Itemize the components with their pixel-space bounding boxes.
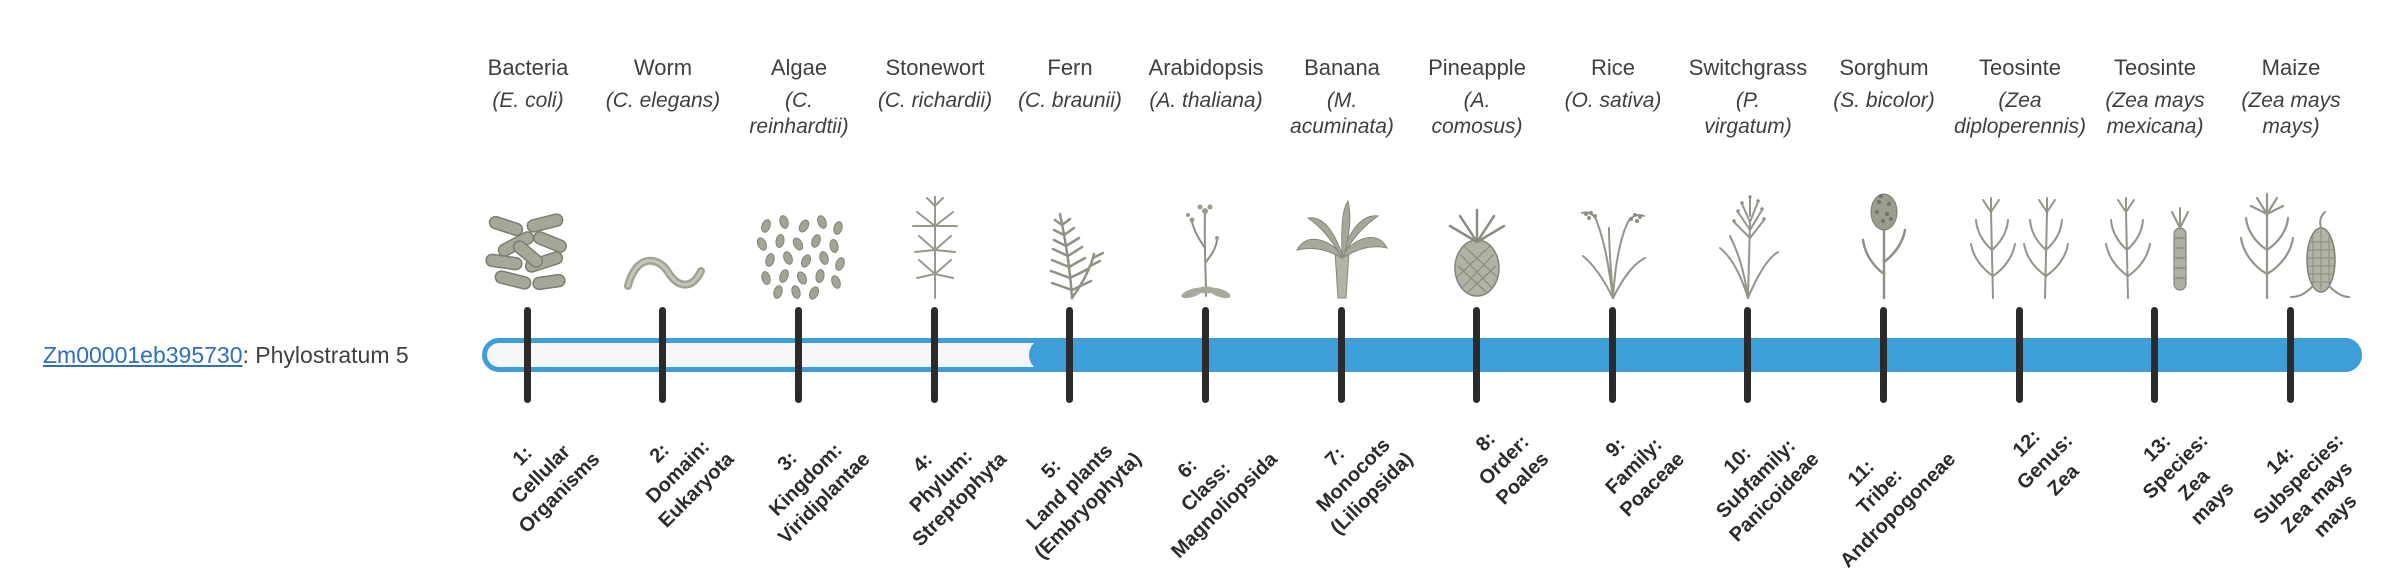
organism-name: Arabidopsis: [1148, 55, 1264, 80]
stratum-label-4: 4: Phylum: Streptophyta: [905, 445, 1011, 551]
organism-column-sorghum: Sorghum (S. bicolor): [1809, 55, 1959, 300]
maize-icon: [2231, 188, 2351, 300]
organism-column-switchgrass: Switchgrass (P. virgatum): [1673, 55, 1823, 300]
organism-name: Algae: [770, 55, 828, 80]
phylostratum-tick-9: [1609, 307, 1616, 403]
gene-link[interactable]: Zm00001eb395730: [43, 342, 243, 368]
teosinte-diploperennis-icon: [1961, 194, 2079, 300]
organism-name: Bacteria: [487, 55, 569, 80]
organism-name: Teosinte: [1979, 55, 2061, 80]
organism-scientific-name: (C. reinhardtii): [749, 89, 849, 138]
organism-scientific-name: (Zea mays mays): [2241, 89, 2341, 138]
stonewort-icon: [903, 196, 967, 300]
organism-scientific-name: (O. sativa): [1564, 89, 1662, 112]
phylostratum-tick-3: [795, 307, 802, 403]
organism-column-fern: Fern (C. braunii): [995, 55, 1145, 300]
organism-scientific-name: (A. thaliana): [1149, 89, 1263, 112]
fern-icon: [1024, 204, 1116, 300]
phylostratum-tick-7: [1338, 307, 1345, 403]
switchgrass-icon: [1700, 194, 1796, 300]
organism-name: Banana: [1304, 55, 1380, 80]
organism-column-rice: Rice (O. sativa): [1538, 55, 1688, 300]
organism-name: Switchgrass: [1688, 55, 1808, 80]
organism-column-stonewort: Stonewort (C. richardii): [860, 55, 1010, 300]
organism-name: Worm: [633, 55, 693, 80]
algae-icon: [752, 214, 847, 300]
stratum-label-7: 7: Monocots (Liliopsida): [1312, 434, 1418, 540]
phylostratum-tick-13: [2151, 307, 2158, 403]
organism-name: Sorghum: [1839, 55, 1929, 80]
organism-column-algae: Algae (C. reinhardtii): [724, 55, 874, 300]
gene-stratum-text: : Phylostratum 5: [242, 342, 409, 368]
organism-scientific-name: (E. coli): [492, 89, 564, 112]
stratum-label-2: 2: Domain: Eukaryota: [642, 435, 739, 533]
stratum-label-10: 10: Subfamily: Panicoideae: [1712, 434, 1824, 547]
stratum-label-12: 12: Genus: Zea: [2008, 425, 2084, 501]
stratum-label-6: 6: Class: Magnoliopsida: [1167, 448, 1282, 563]
stratum-label-8: 8: Order: Poales: [1471, 427, 1553, 510]
pineapple-icon: [1438, 204, 1516, 300]
organism-column-bacteria: Bacteria (E. coli): [453, 55, 603, 300]
stratum-label-5: 5: Land plants (Embryophyta): [1022, 440, 1146, 564]
phylostratum-tick-4: [931, 307, 938, 403]
teosinte-mexicana-icon: [2096, 194, 2214, 300]
organism-scientific-name: (C. richardii): [877, 89, 993, 112]
stratum-label-13: 13: Species: Zea mays: [2138, 429, 2239, 530]
bacteria-icon: [481, 212, 576, 300]
organism-column-teosinte-mexicana: Teosinte (Zea mays mexicana): [2080, 55, 2230, 300]
organism-column-pineapple: Pineapple (A. comosus): [1402, 55, 1552, 300]
arabidopsis-icon: [1170, 200, 1242, 300]
organism-name: Rice: [1590, 55, 1635, 80]
sorghum-icon: [1843, 190, 1925, 300]
organism-name: Teosinte: [2114, 55, 2196, 80]
organism-scientific-name: (C. elegans): [605, 89, 721, 112]
phylostratum-tick-5: [1066, 307, 1073, 403]
worm-icon: [618, 238, 708, 300]
rice-icon: [1565, 198, 1661, 300]
phylostratum-tick-2: [659, 307, 666, 403]
organism-column-maize: Maize (Zea mays mays): [2216, 55, 2366, 300]
stratum-label-9: 9: Family: Poaceae: [1601, 433, 1689, 522]
phylostratum-tick-6: [1202, 307, 1209, 403]
organism-column-banana: Banana (M. acuminata): [1267, 55, 1417, 300]
organism-scientific-name: (C. braunii): [1018, 89, 1122, 112]
phylostratum-bar-filled: [1029, 338, 2362, 372]
organism-name: Stonewort: [885, 55, 985, 80]
stratum-label-3: 3: Kingdom: Viridiplantae: [765, 439, 875, 549]
phylostratum-tick-1: [524, 307, 531, 403]
organism-name: Pineapple: [1428, 55, 1526, 80]
phylostratum-tick-14: [2287, 307, 2294, 403]
organism-scientific-name: (P. virgatum): [1704, 89, 1792, 138]
organism-scientific-name: (Zea diploperennis): [1954, 89, 2086, 138]
organism-name: Fern: [1047, 55, 1093, 80]
organism-column-teosinte-diploperennis: Teosinte (Zea diploperennis): [1945, 55, 2095, 300]
organism-column-arabidopsis: Arabidopsis (A. thaliana): [1131, 55, 1281, 300]
phylostratum-tick-11: [1880, 307, 1887, 403]
organism-column-worm: Worm (C. elegans): [588, 55, 738, 300]
organism-name: Maize: [2261, 55, 2321, 80]
phylostratum-tick-12: [2016, 307, 2023, 403]
organism-scientific-name: (M. acuminata): [1290, 89, 1394, 138]
stratum-label-11: 11: Tribe: Andropogoneae: [1835, 448, 1960, 573]
organism-scientific-name: (S. bicolor): [1833, 89, 1935, 112]
banana-icon: [1292, 196, 1392, 300]
organism-scientific-name: (Zea mays mexicana): [2105, 89, 2205, 138]
stratum-label-14: 14: Subspecies: Zea mays mays: [2249, 429, 2362, 542]
phylostratum-tick-8: [1473, 307, 1480, 403]
stratum-label-1: 1: Cellular Organisms: [506, 440, 604, 538]
gene-label: Zm00001eb395730: Phylostratum 5: [43, 338, 409, 372]
phylostratum-tick-10: [1744, 307, 1751, 403]
organism-scientific-name: (A. comosus): [1431, 89, 1523, 138]
